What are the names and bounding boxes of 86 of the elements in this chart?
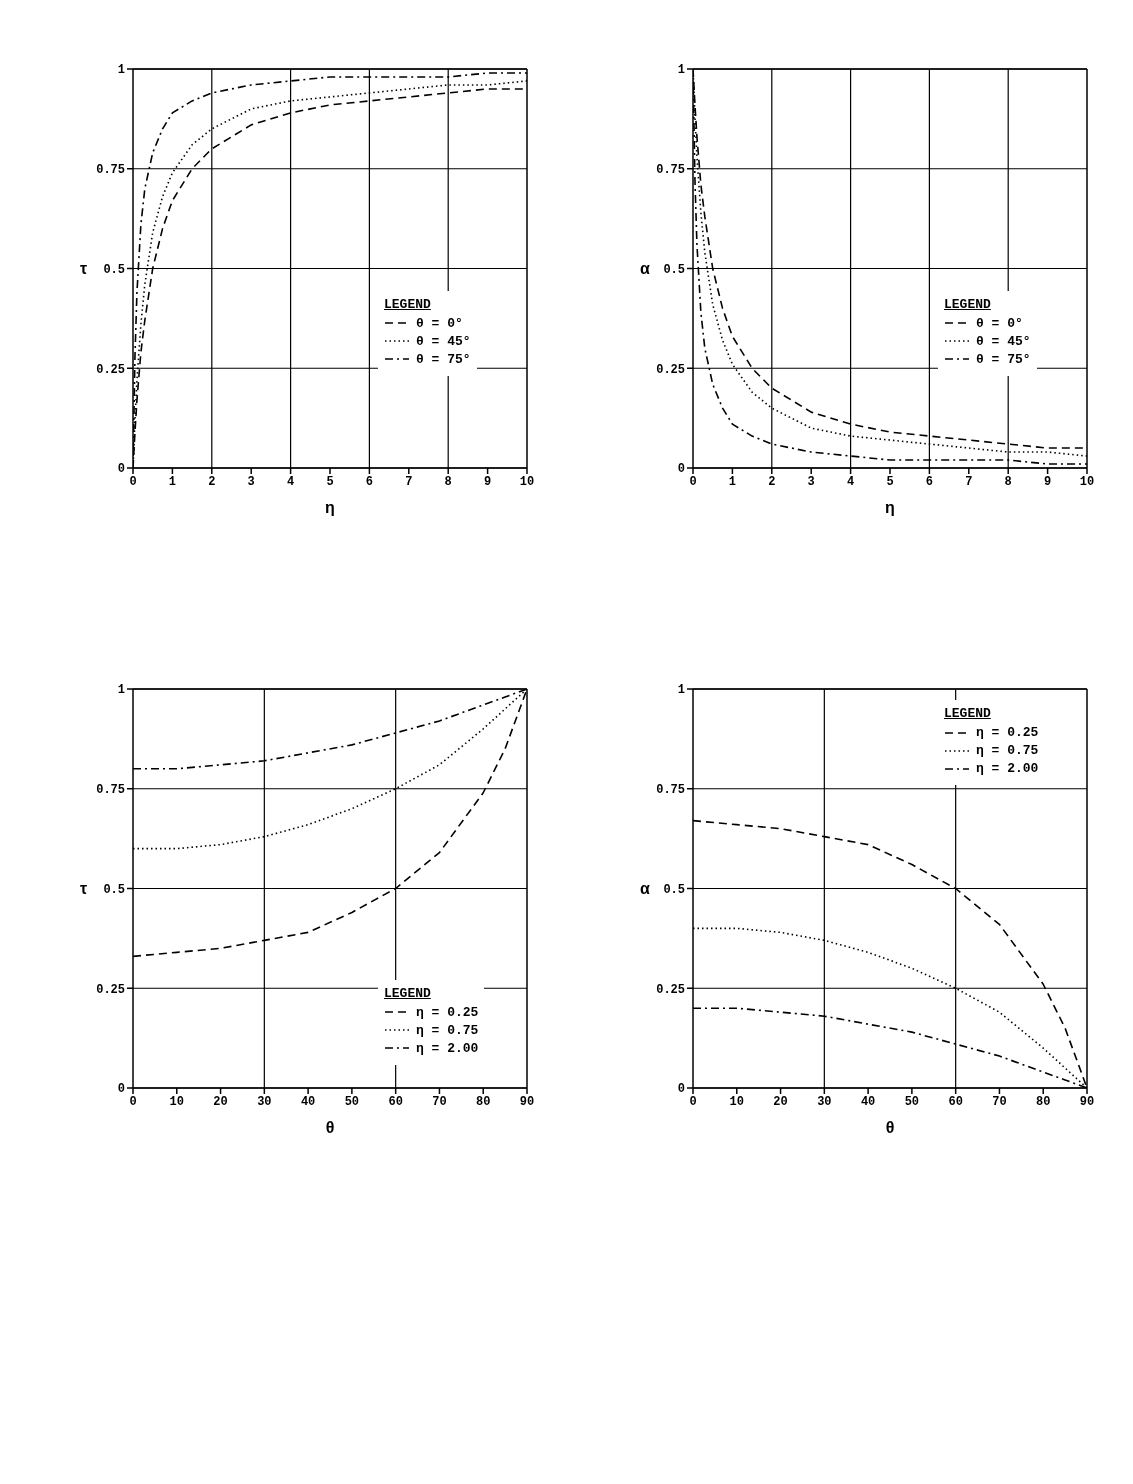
x-tick-label: 30 — [257, 1094, 272, 1109]
legend-label: η = 0.75 — [976, 743, 1039, 758]
legend-label: η = 0.25 — [416, 1004, 479, 1020]
legend-label: θ = 75° — [416, 351, 471, 367]
y-tick-label: 1 — [677, 683, 685, 698]
x-tick-label: 70 — [992, 1094, 1007, 1109]
y-tick-label: 0.5 — [103, 882, 125, 897]
x-tick-label: 90 — [519, 1094, 535, 1109]
x-tick-label: 20 — [213, 1094, 228, 1109]
x-tick-label: 5 — [886, 474, 894, 489]
legend-label: η = 2.00 — [976, 761, 1039, 776]
legend-label: θ = 0° — [416, 315, 463, 331]
x-axis-title: η — [325, 499, 335, 516]
x-tick-label: 60 — [388, 1094, 403, 1109]
y-tick-label: 0 — [117, 1082, 125, 1097]
x-tick-label: 50 — [344, 1094, 360, 1109]
y-tick-label: 1 — [677, 63, 685, 78]
x-tick-label: 9 — [484, 474, 492, 489]
x-tick-label: 40 — [300, 1094, 316, 1109]
x-tick-label: 0 — [129, 1094, 137, 1109]
y-tick-label: 0.5 — [663, 882, 685, 897]
x-tick-label: 7 — [965, 474, 973, 489]
legend-label: η = 0.25 — [976, 725, 1039, 740]
y-tick-label: 1 — [117, 63, 125, 78]
x-axis-title: θ — [325, 1119, 335, 1136]
x-tick-label: 20 — [773, 1094, 788, 1109]
x-tick-label: 50 — [904, 1094, 920, 1109]
x-tick-label: 6 — [925, 474, 933, 489]
x-tick-label: 3 — [247, 474, 255, 489]
x-tick-label: 1 — [728, 474, 736, 489]
x-tick-label: 2 — [768, 474, 776, 489]
legend-label: θ = 45° — [416, 333, 471, 349]
x-tick-label: 8 — [444, 474, 452, 489]
legend-label: η = 2.00 — [416, 1040, 479, 1056]
legend-label: η = 0.75 — [416, 1022, 479, 1038]
x-tick-label: 6 — [365, 474, 373, 489]
x-tick-label: 1 — [168, 474, 176, 489]
y-tick-label: 0.75 — [96, 783, 125, 798]
y-tick-label: 0 — [117, 462, 125, 477]
x-tick-label: 10 — [1079, 474, 1095, 489]
y-tick-label: 0.25 — [96, 982, 125, 997]
x-tick-label: 40 — [860, 1094, 876, 1109]
x-tick-label: 30 — [817, 1094, 832, 1109]
legend-title: LEGEND — [384, 985, 432, 1001]
legend-title: LEGEND — [944, 706, 992, 721]
x-tick-label: 80 — [1036, 1094, 1051, 1109]
x-axis-title: η — [885, 499, 895, 516]
y-tick-label: 0.25 — [96, 362, 125, 377]
x-tick-label: 7 — [405, 474, 413, 489]
y-tick-label: 0.5 — [103, 262, 125, 277]
x-tick-label: 4 — [847, 474, 855, 489]
y-tick-label: 1 — [117, 683, 125, 698]
x-tick-label: 70 — [432, 1094, 447, 1109]
x-tick-label: 0 — [689, 1094, 697, 1109]
y-tick-label: 0 — [677, 1082, 685, 1097]
y-tick-label: 0.25 — [656, 362, 685, 377]
x-tick-label: 2 — [208, 474, 216, 489]
legend-title: LEGEND — [944, 296, 992, 312]
x-tick-label: 9 — [1044, 474, 1052, 489]
x-tick-label: 60 — [948, 1094, 963, 1109]
y-tick-label: 0.75 — [656, 163, 685, 178]
y-tick-label: 0 — [677, 462, 685, 477]
x-tick-label: 10 — [519, 474, 535, 489]
y-axis-title: α — [640, 880, 650, 898]
legend-title: LEGEND — [384, 296, 432, 312]
x-tick-label: 4 — [287, 474, 295, 489]
legend-label: θ = 45° — [976, 333, 1031, 349]
x-tick-label: 0 — [129, 474, 137, 489]
y-tick-label: 0.25 — [656, 982, 685, 997]
x-tick-label: 10 — [169, 1094, 184, 1109]
legend-label: θ = 75° — [976, 351, 1031, 367]
x-axis-title: θ — [885, 1119, 895, 1136]
y-tick-label: 0.75 — [96, 163, 125, 178]
x-tick-label: 8 — [1004, 474, 1012, 489]
y-axis-title: τ — [80, 880, 88, 898]
y-axis-title: τ — [80, 260, 88, 278]
x-tick-label: 3 — [807, 474, 815, 489]
x-tick-label: 90 — [1079, 1094, 1095, 1109]
y-axis-title: α — [640, 260, 650, 278]
legend-label: θ = 0° — [976, 315, 1023, 331]
x-tick-label: 10 — [729, 1094, 744, 1109]
x-tick-label: 80 — [476, 1094, 491, 1109]
y-tick-label: 0.5 — [663, 262, 685, 277]
y-tick-label: 0.75 — [656, 783, 685, 798]
x-tick-label: 0 — [689, 474, 697, 489]
x-tick-label: 5 — [326, 474, 334, 489]
